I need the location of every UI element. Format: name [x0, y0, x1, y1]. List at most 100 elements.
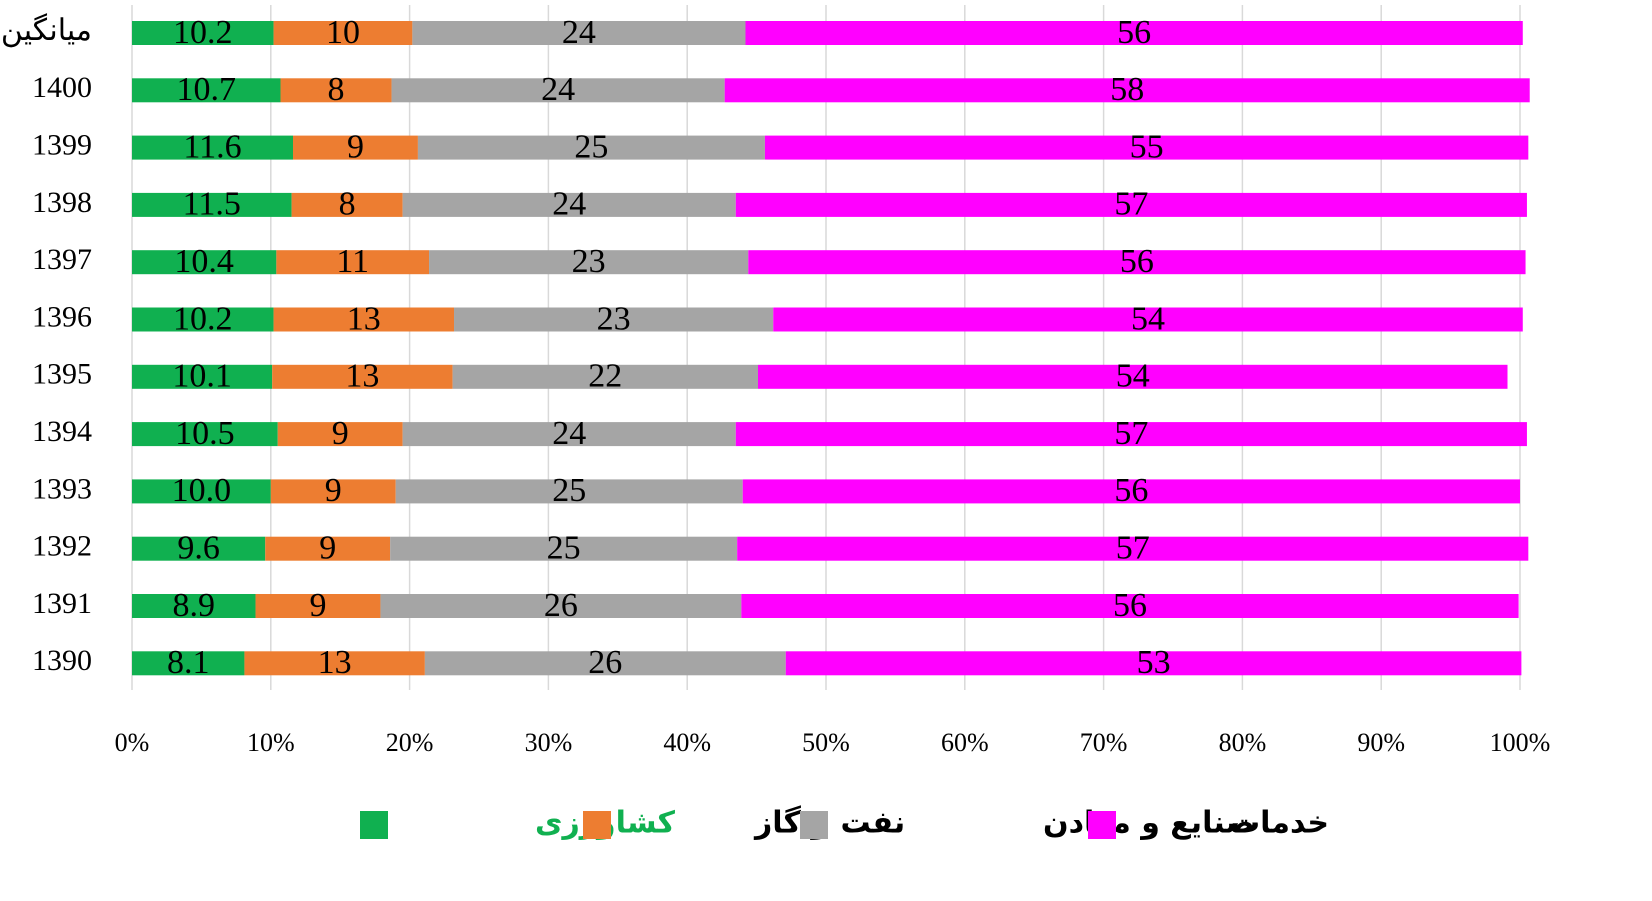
legend-swatch — [583, 811, 611, 839]
bar-segment — [132, 135, 294, 160]
data-label: 56 — [1120, 243, 1154, 280]
bar-segment — [741, 594, 1519, 618]
bar-segment — [276, 250, 430, 275]
bar-segment — [429, 250, 749, 275]
data-label: 9 — [347, 128, 364, 165]
data-label: 25 — [547, 529, 581, 566]
data-label: 57 — [1114, 186, 1148, 223]
y-tick-label: 1394 — [32, 415, 92, 448]
y-tick-label: 1398 — [32, 186, 92, 219]
bar-segment — [132, 250, 277, 275]
bar-segment — [391, 78, 725, 103]
y-tick-label: 1396 — [32, 300, 92, 333]
data-label: 9 — [325, 472, 342, 509]
data-label: 9 — [332, 415, 349, 452]
data-label: 11 — [336, 243, 369, 280]
data-label: 11.5 — [183, 186, 241, 223]
bar-segment — [417, 135, 765, 160]
data-label: 9 — [309, 587, 326, 624]
bar-segment — [132, 422, 278, 447]
data-label: 10.2 — [173, 14, 233, 51]
y-tick-label: 1391 — [32, 587, 92, 620]
data-label: 56 — [1113, 587, 1147, 624]
bar-segment — [280, 78, 392, 103]
data-label: 57 — [1114, 415, 1148, 452]
y-tick-label: 1390 — [32, 644, 92, 677]
legend-swatch — [1088, 811, 1116, 839]
bar-segment — [735, 422, 1527, 447]
y-tick-label: 1400 — [32, 71, 92, 104]
x-tick-label: 40% — [663, 728, 711, 757]
bar-segment — [390, 536, 738, 561]
x-tick-label: 30% — [525, 728, 573, 757]
bar-segment — [132, 651, 245, 676]
bar-segment — [380, 594, 742, 618]
data-label: 24 — [541, 71, 575, 108]
bar-segment — [452, 364, 758, 389]
y-tick-label: 1395 — [32, 358, 92, 391]
bar-segment — [724, 78, 1530, 103]
data-label: 24 — [562, 14, 596, 51]
x-tick-label: 90% — [1357, 728, 1405, 757]
bar-segment — [273, 21, 413, 45]
data-label: 8.9 — [173, 587, 216, 624]
legend-swatch — [360, 811, 388, 839]
bar-segment — [773, 307, 1523, 332]
y-tick-label: 1399 — [32, 128, 92, 161]
bar-segment — [757, 364, 1508, 389]
data-label: 13 — [345, 358, 379, 395]
bar-segment — [255, 594, 381, 618]
x-tick-label: 80% — [1219, 728, 1267, 757]
x-tick-label: 50% — [802, 728, 850, 757]
bar-segment — [412, 21, 746, 45]
data-label: 53 — [1137, 644, 1171, 681]
bar-segment — [132, 78, 281, 103]
data-label: 25 — [552, 472, 586, 509]
bar-segment — [737, 536, 1529, 561]
data-label: 8.1 — [167, 644, 210, 681]
data-label: 8 — [339, 186, 356, 223]
legend-label: نفت و گاز — [753, 805, 905, 841]
y-tick-label: 1392 — [32, 530, 92, 563]
data-label: 26 — [588, 644, 622, 681]
bar-segment — [745, 21, 1523, 45]
bar-segment — [270, 479, 396, 504]
legend-label: خدمات — [1230, 806, 1329, 841]
x-tick-label: 100% — [1490, 728, 1551, 757]
data-label: 54 — [1131, 300, 1165, 337]
data-label: 25 — [574, 128, 608, 165]
x-tick-label: 60% — [941, 728, 989, 757]
x-tick-label: 70% — [1080, 728, 1128, 757]
bar-segment — [742, 479, 1520, 504]
bar-segment — [132, 536, 266, 561]
data-label: 10.1 — [172, 358, 232, 395]
data-label: 26 — [544, 587, 578, 624]
data-label: 10 — [326, 14, 360, 51]
bar-segment — [402, 192, 736, 217]
data-label: 10.2 — [173, 300, 233, 337]
bar-segment — [395, 479, 743, 504]
y-tick-label: 1397 — [32, 243, 92, 276]
data-label: 55 — [1130, 128, 1164, 165]
bar-segment — [424, 651, 786, 676]
legend-label: صنایع و معادن — [1043, 806, 1255, 841]
bar-segment — [277, 422, 403, 447]
data-label: 10.5 — [175, 415, 235, 452]
legend-swatch — [800, 811, 828, 839]
x-tick-label: 10% — [247, 728, 295, 757]
data-label: 8 — [328, 71, 345, 108]
bar-segment — [132, 594, 256, 618]
data-label: 10.0 — [172, 472, 232, 509]
x-tick-label: 0% — [115, 728, 150, 757]
bar-segment — [132, 479, 271, 504]
data-label: 11.6 — [183, 128, 241, 165]
data-label: 13 — [318, 644, 352, 681]
data-label: 23 — [597, 300, 631, 337]
data-label: 9 — [319, 529, 336, 566]
bar-segment — [402, 422, 736, 447]
y-tick-label: 1393 — [32, 472, 92, 505]
data-label: 22 — [588, 358, 622, 395]
data-label: 56 — [1117, 14, 1151, 51]
bar-segment — [735, 192, 1527, 217]
